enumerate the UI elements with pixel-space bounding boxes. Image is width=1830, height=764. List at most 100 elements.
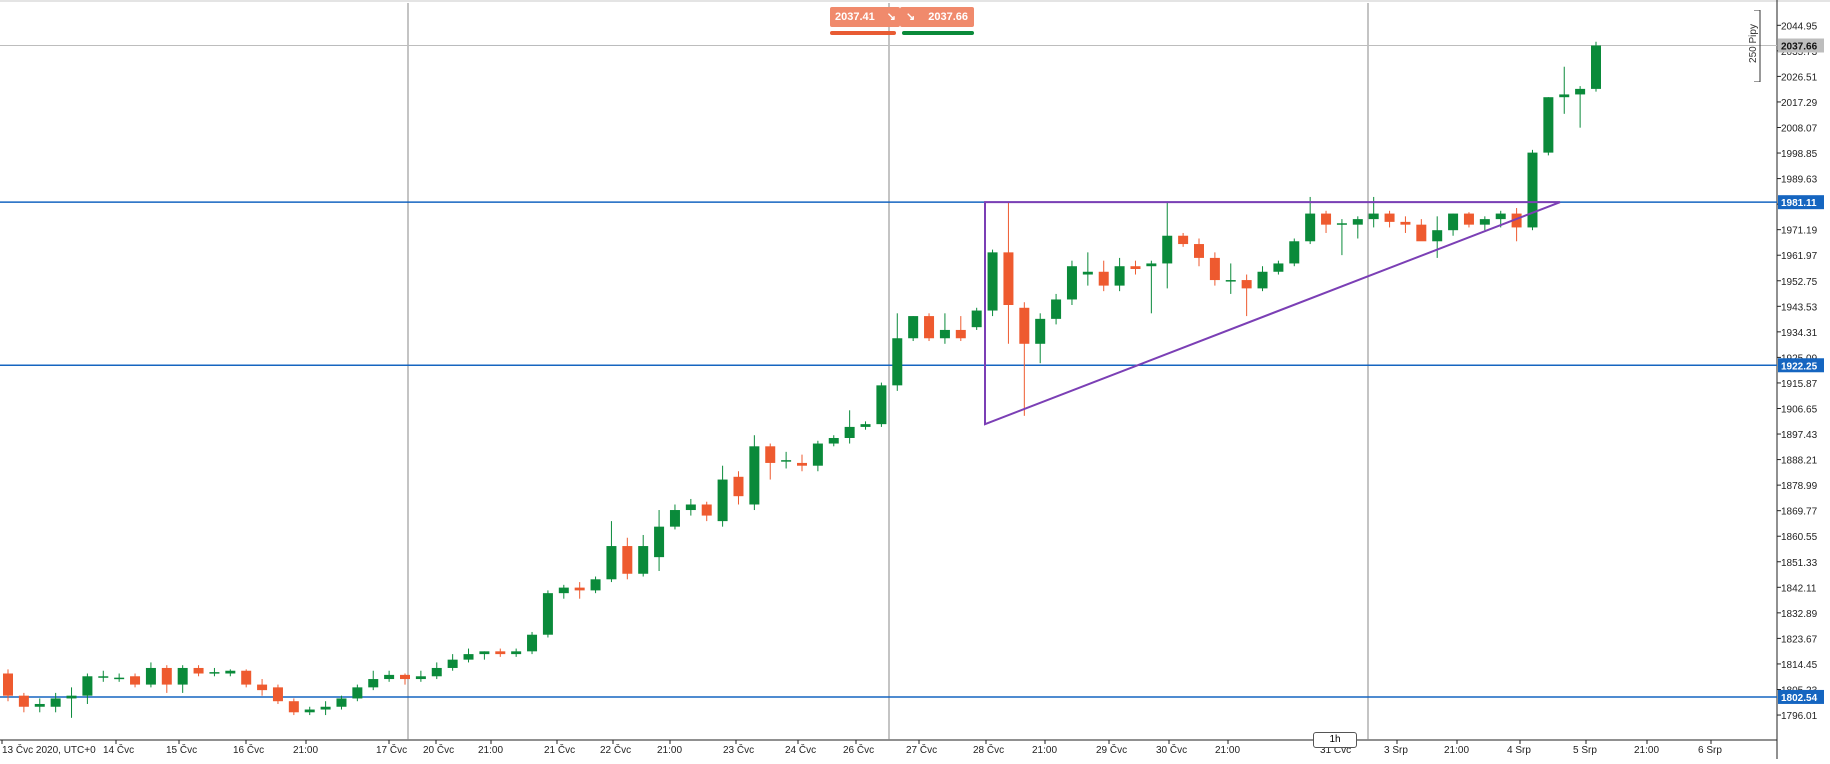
candle-body[interactable] [1575, 88, 1586, 95]
candle-body[interactable] [130, 676, 141, 685]
candle-body[interactable] [98, 676, 109, 678]
candle-body[interactable] [765, 446, 776, 463]
candle-body[interactable] [860, 424, 871, 427]
candle-body[interactable] [114, 677, 125, 680]
candle-body[interactable] [1479, 219, 1490, 225]
candle-body[interactable] [1400, 221, 1411, 225]
candle-body[interactable] [1321, 213, 1332, 225]
candle-body[interactable] [352, 687, 363, 699]
candle-body[interactable] [1241, 280, 1252, 289]
candle-body[interactable] [1368, 213, 1379, 220]
candle-body[interactable] [431, 667, 442, 677]
candle-body[interactable] [1209, 257, 1220, 281]
candle-body[interactable] [225, 670, 236, 674]
candle-body[interactable] [558, 587, 569, 594]
candle-body[interactable] [1114, 266, 1125, 286]
candle-body[interactable] [18, 695, 29, 707]
candle-body[interactable] [400, 674, 410, 680]
candle-body[interactable] [50, 698, 61, 707]
candle-body[interactable] [1162, 235, 1173, 264]
buy-button[interactable]: ↘ 2037.66 [900, 7, 974, 27]
candle-body[interactable] [1225, 280, 1236, 282]
candle-body[interactable] [574, 587, 585, 591]
candle-body[interactable] [828, 437, 839, 444]
candle-body[interactable] [463, 654, 474, 660]
candle-body[interactable] [368, 679, 379, 688]
candle-body[interactable] [1463, 213, 1474, 225]
candle-body[interactable] [701, 504, 712, 516]
sell-button[interactable]: 2037.41 ↘ [830, 7, 900, 27]
candle-body[interactable] [924, 316, 935, 339]
candle-body[interactable] [622, 546, 633, 574]
candle-body[interactable] [1194, 244, 1204, 258]
candle-body[interactable] [1305, 213, 1316, 242]
candle-body[interactable] [1384, 213, 1395, 222]
candle-body[interactable] [1035, 318, 1046, 344]
candle-body[interactable] [590, 579, 601, 591]
candle-body[interactable] [257, 684, 268, 691]
candle-body[interactable] [1543, 97, 1554, 153]
candle-body[interactable] [209, 672, 220, 674]
candle-body[interactable] [1495, 213, 1506, 220]
candle-body[interactable] [733, 476, 744, 497]
candle-body[interactable] [971, 310, 982, 328]
candle-body[interactable] [1352, 219, 1363, 225]
candle-body[interactable] [939, 329, 950, 339]
candle-body[interactable] [527, 634, 538, 652]
candle-body[interactable] [1527, 152, 1538, 228]
candle-body[interactable] [1082, 271, 1093, 275]
candle-body[interactable] [1098, 271, 1109, 286]
candle-body[interactable] [1003, 252, 1014, 306]
candle-body[interactable] [272, 687, 283, 702]
candle-body[interactable] [892, 338, 903, 386]
candle-body[interactable] [1591, 45, 1601, 89]
candle-body[interactable] [1559, 94, 1570, 98]
candle-body[interactable] [1066, 266, 1077, 300]
candle-body[interactable] [336, 698, 347, 707]
candle-body[interactable] [495, 651, 506, 655]
candle-body[interactable] [1146, 263, 1157, 267]
candle-body[interactable] [1019, 307, 1030, 344]
candle-body[interactable] [1416, 224, 1427, 242]
candle-body[interactable] [415, 676, 426, 680]
candle-body[interactable] [511, 651, 522, 655]
candle-body[interactable] [288, 701, 299, 713]
candle-body[interactable] [1336, 223, 1347, 225]
candle-body[interactable] [304, 709, 315, 713]
candle-body[interactable] [987, 252, 998, 311]
candle-body[interactable] [1289, 241, 1300, 264]
candle-body[interactable] [669, 510, 680, 527]
candle-body[interactable] [193, 667, 204, 674]
candle-body[interactable] [384, 674, 395, 680]
candle-body[interactable] [1432, 230, 1443, 242]
candle-body[interactable] [781, 460, 792, 462]
candle-body[interactable] [685, 504, 696, 511]
candle-body[interactable] [749, 446, 760, 505]
candle-body[interactable] [241, 670, 252, 685]
candle-body[interactable] [1130, 266, 1141, 269]
candle-body[interactable] [145, 667, 156, 685]
candle-body[interactable] [3, 673, 13, 696]
candle-body[interactable] [1051, 299, 1062, 319]
candle-body[interactable] [844, 426, 855, 438]
candle-body[interactable] [82, 676, 93, 696]
candle-body[interactable] [1511, 213, 1522, 228]
candle-body[interactable] [34, 703, 45, 707]
triangle-pattern[interactable] [984, 201, 1561, 426]
candle-body[interactable] [1273, 263, 1284, 272]
candle-body[interactable] [1448, 213, 1459, 231]
candle-body[interactable] [908, 316, 919, 339]
candle-body[interactable] [606, 546, 617, 580]
candle-body[interactable] [876, 385, 887, 425]
candle-body[interactable] [177, 667, 188, 685]
candle-body[interactable] [1178, 235, 1189, 245]
period-button[interactable]: 1h [1313, 732, 1357, 748]
candle-body[interactable] [717, 479, 728, 522]
candle-body[interactable] [654, 526, 665, 558]
candle-body[interactable] [797, 462, 807, 466]
candle-body[interactable] [66, 695, 77, 699]
candle-body[interactable] [447, 659, 458, 668]
candle-body[interactable] [638, 546, 649, 574]
